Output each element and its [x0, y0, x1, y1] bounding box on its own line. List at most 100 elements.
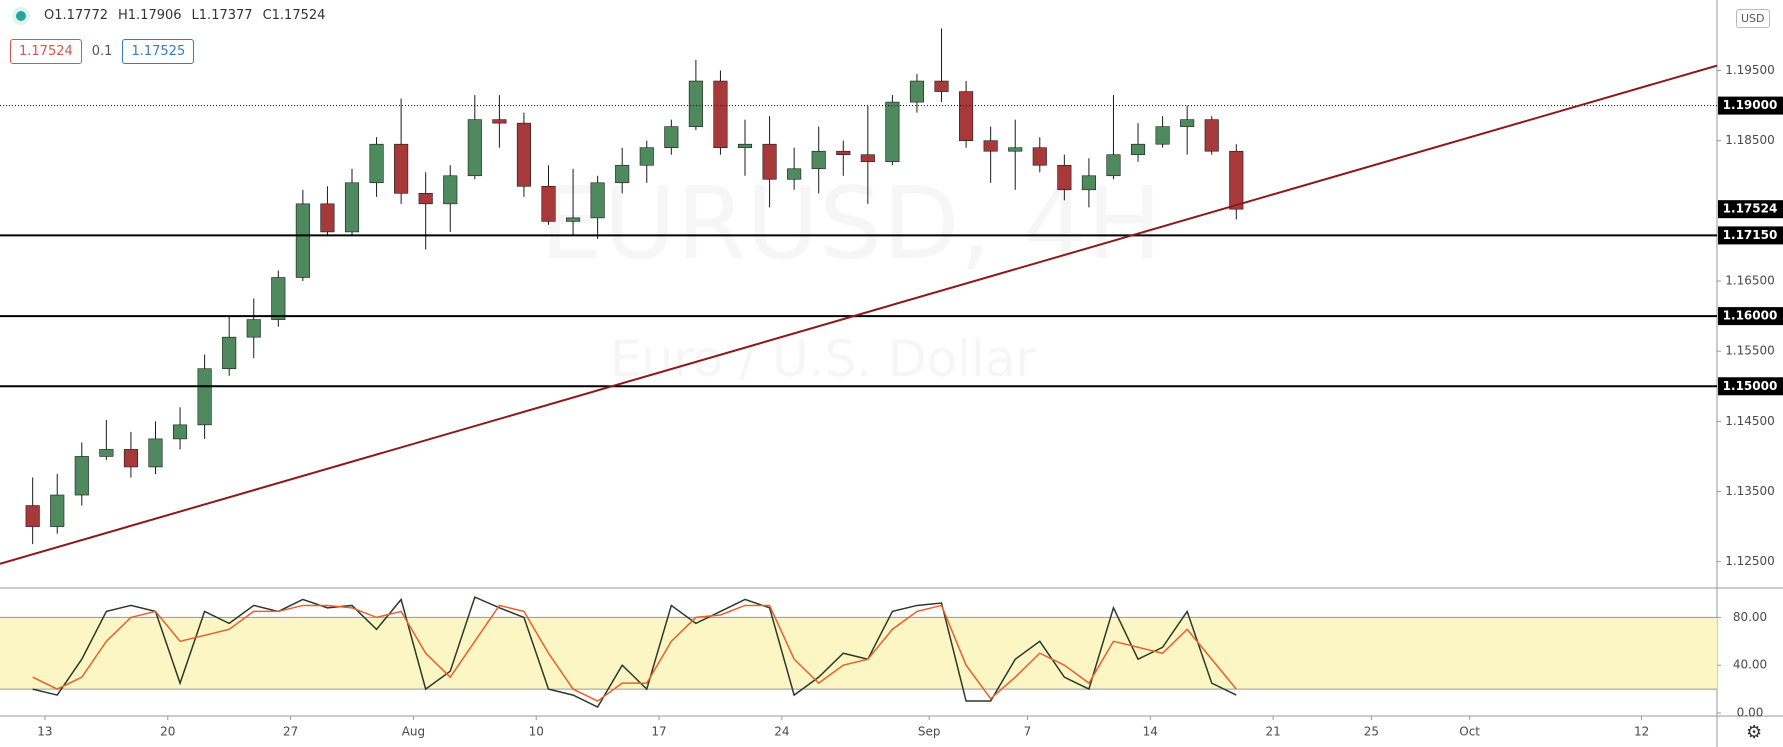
status-dot: [16, 10, 26, 21]
candle-body: [74, 456, 89, 496]
y-tick-label: 1.16500: [1725, 274, 1775, 288]
x-tick-label: 21: [1265, 725, 1280, 739]
x-tick-label: 14: [1143, 725, 1158, 739]
level-label: 1.16000: [1723, 309, 1778, 323]
close: C1.17524: [262, 8, 326, 23]
stochastic-line: [32, 596, 1237, 709]
candle-body: [1081, 175, 1096, 191]
low: L1.17377: [191, 8, 253, 23]
x-tick-label: 24: [774, 725, 789, 739]
stochastic-line: [32, 604, 1237, 702]
candle-body: [1155, 126, 1170, 145]
sell-price[interactable]: 1.17524: [10, 39, 82, 64]
candle-body: [639, 147, 654, 166]
candle-body: [295, 203, 310, 278]
candle-body: [787, 168, 802, 180]
candle-body: [983, 140, 998, 152]
settings-icon[interactable]: ⚙: [1746, 722, 1763, 743]
candle-body: [664, 126, 679, 149]
x-tick-label: 7: [1024, 725, 1032, 739]
candle-body: [959, 91, 974, 141]
level-label: 1.19000: [1723, 98, 1778, 112]
x-tick-label: 12: [1634, 725, 1649, 739]
last-price-label: 1.17524: [1723, 202, 1778, 216]
level-label-bg: [1718, 307, 1783, 326]
candle-body: [762, 143, 777, 180]
candle-body: [1008, 147, 1023, 152]
candle-body: [1106, 154, 1121, 177]
candle-body: [516, 122, 531, 187]
candle-body: [934, 80, 949, 92]
x-tick-label: 27: [283, 725, 298, 739]
level-label-bg: [1718, 377, 1783, 396]
y-tick-label: 1.19500: [1725, 63, 1775, 77]
candle-body: [909, 80, 925, 103]
candle-body: [246, 319, 261, 338]
x-tick-label: 20: [160, 725, 175, 739]
candle-body: [1204, 119, 1219, 152]
level-label-bg: [1718, 226, 1783, 245]
y-tick-label: 1.13500: [1725, 484, 1775, 498]
candle-body: [25, 505, 40, 527]
y-tick-label: 1.18500: [1725, 133, 1775, 147]
band: [0, 617, 1717, 690]
candle-body: [1229, 150, 1244, 210]
candle-body: [836, 150, 851, 156]
y-tick-label: 80.00: [1733, 610, 1767, 624]
candle-body: [566, 217, 581, 222]
candle-body: [688, 80, 703, 127]
candle-body: [811, 150, 826, 170]
y-tick-label: 1.12500: [1725, 554, 1775, 568]
y-tick-label: 1.15500: [1725, 344, 1775, 358]
x-tick-label: 13: [37, 725, 52, 739]
candle-body: [1032, 147, 1047, 166]
high: H1.17906: [118, 8, 182, 23]
candle-body: [99, 449, 114, 457]
candle-body: [885, 101, 900, 163]
candle-body: [492, 119, 507, 124]
candle-body: [344, 182, 360, 233]
currency[interactable]: USD: [1736, 9, 1770, 28]
candle-body: [197, 368, 212, 426]
x-tick-label: Oct: [1459, 725, 1480, 739]
last-price-bg: [1718, 200, 1783, 219]
candle-body: [369, 143, 384, 184]
trade-boxes: 1.17524 0.1 1.17525: [10, 39, 195, 64]
candle-body: [1057, 164, 1072, 191]
open: O1.17772: [44, 8, 108, 23]
candle-body: [860, 154, 875, 163]
x-tick-label: 17: [651, 725, 666, 739]
x-tick-label: 25: [1364, 725, 1379, 739]
candle-body: [271, 277, 286, 320]
x-tick-label: Aug: [402, 725, 425, 739]
y-tick-label: 1.14500: [1725, 414, 1775, 428]
level-label: 1.15000: [1723, 379, 1778, 393]
candle-body: [541, 185, 556, 222]
candle-body: [467, 119, 482, 177]
level-label: 1.17150: [1723, 228, 1778, 242]
candle-body: [222, 336, 237, 370]
candle-body: [713, 80, 728, 149]
candle-body: [737, 143, 753, 149]
buy-price[interactable]: 1.17525: [122, 39, 195, 64]
ohlc-legend: O1.17772 H1.17906 L1.17377 C1.17524: [16, 8, 325, 23]
candle-body: [50, 494, 65, 527]
spread: 0.1: [91, 44, 113, 59]
candle-body: [590, 182, 605, 219]
trendline: [0, 64, 1718, 565]
candle-body: [1180, 119, 1195, 127]
candle-body: [123, 449, 138, 468]
level-label-bg: [1718, 96, 1783, 115]
candle-body: [394, 143, 409, 194]
candle-body: [320, 203, 335, 233]
x-tick-label: 10: [529, 725, 544, 739]
y-tick-label: 40.00: [1733, 658, 1767, 672]
x-tick-label: Sep: [918, 725, 941, 739]
candle-body: [148, 438, 163, 468]
candle-body: [615, 164, 630, 184]
candle-body: [1130, 143, 1146, 156]
candle-body: [418, 193, 433, 205]
candle-body: [172, 424, 188, 440]
candle-body: [443, 175, 458, 205]
